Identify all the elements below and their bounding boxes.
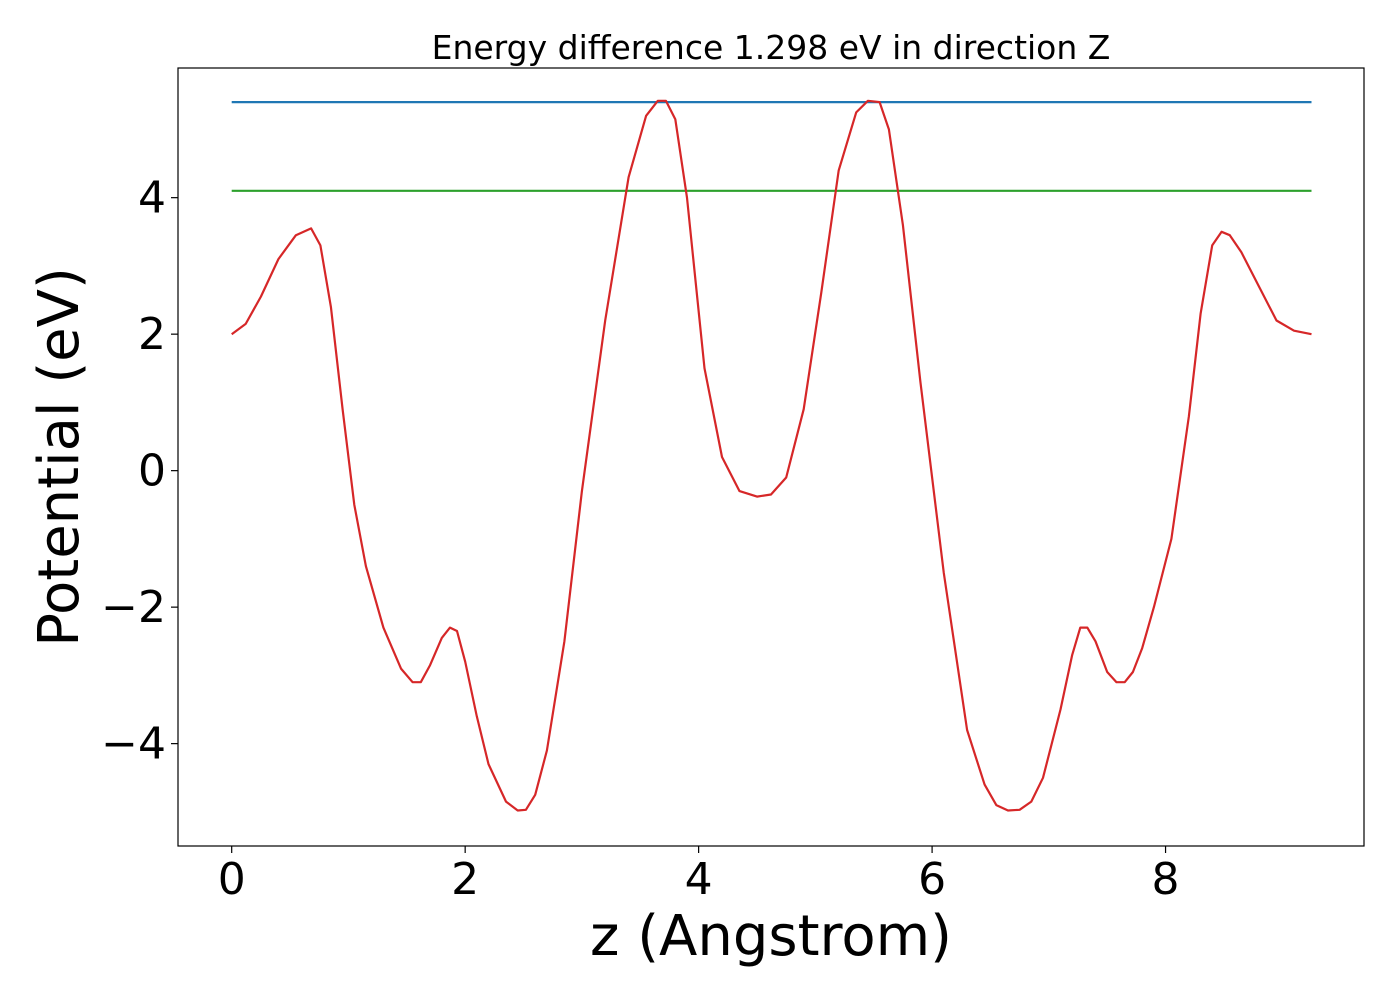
y-tick-label: 0 [138, 446, 166, 497]
y-tick-label: −2 [101, 582, 166, 633]
x-axis-ticks: 0 2 4 6 8 [218, 846, 1180, 905]
plot-frame [177, 67, 1365, 847]
series-layer [231, 99, 1312, 812]
chart-title: Energy difference 1.298 eV in direction … [432, 28, 1111, 67]
x-axis-label: z (Angstrom) [590, 904, 952, 969]
y-tick-label: 4 [138, 173, 166, 224]
series-0-line [231, 99, 1312, 812]
x-tick-label: 6 [918, 854, 946, 905]
y-tick-label: −4 [101, 719, 166, 770]
y-tick-label: 2 [138, 309, 166, 360]
x-tick-label: 0 [218, 854, 246, 905]
x-tick-label: 2 [451, 854, 479, 905]
y-axis-ticks: −4 −2 0 2 4 [101, 173, 178, 770]
x-tick-label: 4 [685, 854, 713, 905]
x-tick-label: 8 [1152, 854, 1180, 905]
y-axis-label: Potential (eV) [27, 267, 92, 647]
